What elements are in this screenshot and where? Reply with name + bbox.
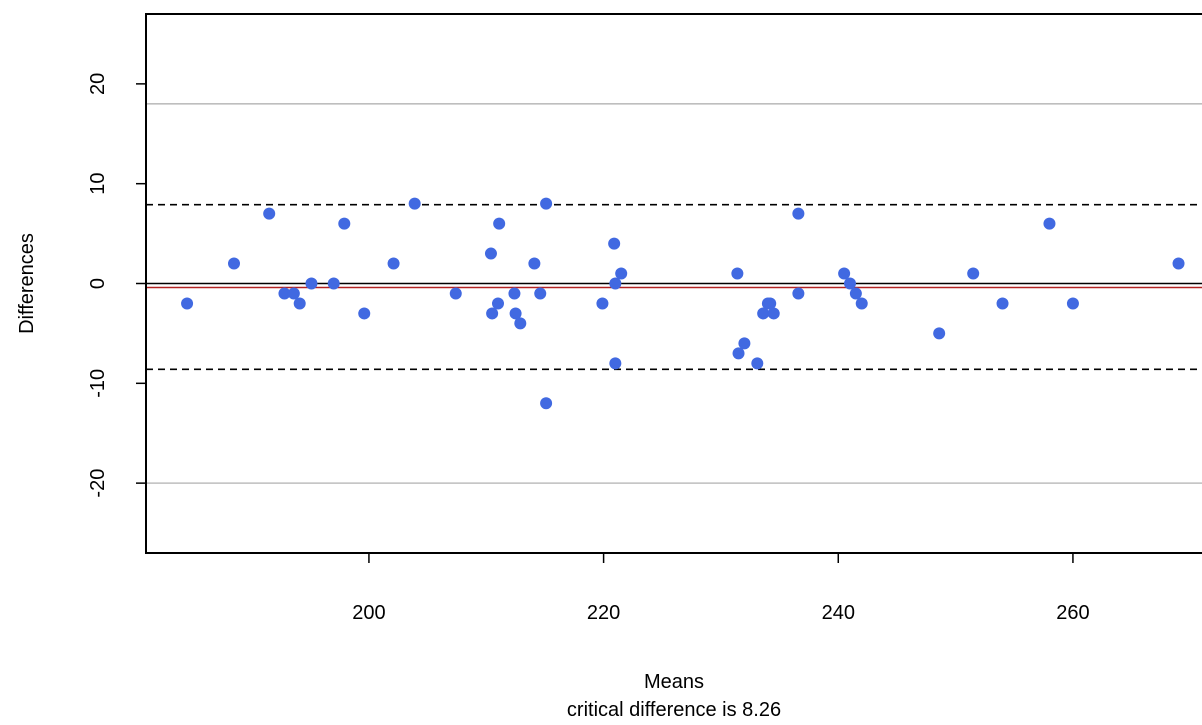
data-point bbox=[327, 277, 340, 290]
data-point bbox=[738, 337, 751, 350]
y-axis: -20 -10 0 10 20 bbox=[87, 73, 146, 498]
data-point bbox=[534, 287, 547, 300]
x-axis-label: Means bbox=[644, 671, 704, 693]
data-point bbox=[838, 267, 851, 280]
y-axis-label: Differences bbox=[16, 233, 38, 334]
y-tick-label: 20 bbox=[87, 73, 109, 95]
data-point bbox=[486, 307, 499, 320]
data-point bbox=[731, 267, 744, 280]
y-tick-label: 0 bbox=[87, 278, 109, 289]
data-point bbox=[540, 197, 553, 210]
data-point bbox=[1066, 297, 1079, 310]
data-point bbox=[996, 297, 1009, 310]
data-point bbox=[484, 247, 497, 260]
data-point bbox=[596, 297, 609, 310]
data-point bbox=[615, 267, 628, 280]
data-point bbox=[967, 267, 980, 280]
data-points bbox=[181, 197, 1185, 410]
data-point bbox=[449, 287, 462, 300]
data-point bbox=[228, 257, 240, 270]
data-point bbox=[492, 297, 504, 310]
data-point bbox=[493, 217, 506, 230]
data-point bbox=[540, 397, 553, 410]
data-point bbox=[508, 287, 521, 300]
data-point bbox=[608, 237, 621, 250]
data-point bbox=[767, 307, 780, 320]
x-tick-label: 220 bbox=[587, 602, 620, 624]
data-point bbox=[387, 257, 400, 270]
data-point bbox=[263, 207, 276, 220]
data-point bbox=[933, 327, 946, 340]
data-point bbox=[408, 197, 421, 210]
data-point bbox=[514, 317, 527, 330]
data-point bbox=[792, 207, 805, 220]
data-point bbox=[609, 277, 622, 290]
data-point bbox=[849, 287, 862, 300]
data-point bbox=[751, 357, 764, 370]
y-tick-label: 10 bbox=[87, 173, 109, 195]
data-point bbox=[358, 307, 371, 320]
data-point bbox=[1043, 217, 1056, 230]
data-point bbox=[844, 277, 856, 290]
data-point bbox=[609, 357, 622, 370]
data-point bbox=[732, 347, 745, 360]
data-point bbox=[181, 297, 194, 310]
data-point bbox=[855, 297, 868, 310]
data-point bbox=[757, 307, 770, 320]
data-point bbox=[338, 217, 351, 230]
y-tick-label: -20 bbox=[87, 469, 109, 498]
data-point bbox=[509, 307, 522, 320]
data-point bbox=[764, 297, 777, 310]
y-tick-label: -10 bbox=[87, 369, 109, 398]
data-point bbox=[278, 287, 291, 300]
x-tick-label: 260 bbox=[1056, 602, 1089, 624]
chart-subtitle: critical difference is 8.26 bbox=[567, 699, 781, 721]
data-point bbox=[528, 257, 541, 270]
data-point bbox=[1172, 257, 1185, 270]
x-tick-label: 200 bbox=[352, 602, 385, 624]
x-tick-label: 240 bbox=[822, 602, 855, 624]
data-point bbox=[293, 297, 306, 310]
data-point bbox=[305, 277, 318, 290]
x-axis: 200 220 240 260 bbox=[352, 553, 1090, 624]
reference-lines bbox=[146, 103, 1202, 484]
data-point bbox=[792, 287, 805, 300]
data-point bbox=[287, 287, 300, 300]
